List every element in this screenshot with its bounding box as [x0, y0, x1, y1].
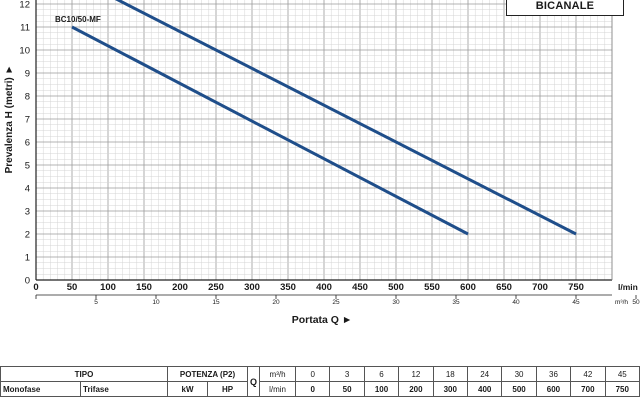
- x-tick-label: 500: [388, 282, 404, 293]
- m3h-1: 3: [329, 366, 365, 382]
- x-tick-label: 300: [244, 282, 260, 293]
- lmin-5: 400: [466, 381, 503, 397]
- m3h-tick-label: 20: [272, 299, 280, 306]
- m3h-6: 30: [501, 366, 537, 382]
- table-row-header: TIPO POTENZA (P2) Q m³/h 0 3 6 12 18 24 …: [0, 366, 640, 397]
- y-tick-label: 1: [25, 253, 30, 264]
- x-tick-label: 0: [33, 282, 38, 293]
- series-label-1: BC10/50-MF: [55, 15, 101, 24]
- y-tick-label: 12: [19, 0, 30, 11]
- m3h-0: 0: [295, 366, 331, 382]
- lmin-7: 600: [535, 381, 572, 397]
- x-unit-lmin: l/min: [618, 282, 638, 292]
- y-tick-label: 3: [25, 207, 30, 218]
- x-tick-label: 700: [532, 282, 548, 293]
- lmin-6: 500: [501, 381, 537, 397]
- y-tick-label: 9: [25, 69, 30, 80]
- hp-header: HP: [207, 381, 249, 397]
- x-tick-label: 450: [352, 282, 368, 293]
- unit-lmin: l/min: [259, 381, 297, 397]
- m3h-9: 45: [604, 366, 640, 382]
- lmin-3: 200: [398, 381, 434, 397]
- m3h-tick-label: 15: [212, 299, 220, 306]
- x-tick-label: 150: [136, 282, 152, 293]
- y-tick-label: 8: [25, 92, 30, 103]
- potenza-header: POTENZA (P2): [167, 366, 249, 382]
- chart-series: [71, 0, 577, 236]
- lmin-1: 50: [329, 381, 365, 397]
- y-tick-label: 11: [20, 23, 30, 34]
- x-axis-title: Portata Q ►: [292, 314, 353, 326]
- x-tick-label: 600: [460, 282, 476, 293]
- lmin-4: 300: [432, 381, 468, 397]
- trifase-header: Trifase: [79, 381, 169, 397]
- m3h-tick-label: 40: [512, 299, 520, 306]
- y-tick-label: 10: [19, 46, 30, 57]
- m3h-tick-label: 45: [572, 299, 580, 306]
- monofase-header: Monofase: [0, 381, 81, 397]
- lmin-2: 100: [363, 381, 400, 397]
- chart-grid: [35, 0, 613, 281]
- y-tick-label: 6: [25, 138, 30, 149]
- x-tick-label: 400: [316, 282, 332, 293]
- lmin-8: 700: [570, 381, 606, 397]
- x-tick-label: 350: [280, 282, 296, 293]
- y-axis-title: Prevalenza H (metri) ►: [4, 65, 15, 174]
- x-tick-label: 200: [172, 282, 188, 293]
- m3h-tick-label: 25: [332, 299, 340, 306]
- table-row-subheader: Monofase Trifase kW HP l/min 0 50 100 20…: [0, 381, 640, 397]
- chart-axes: [35, 0, 637, 299]
- y-tick-label: 7: [25, 115, 30, 126]
- series-line-1: [71, 25, 469, 236]
- x-tick-label: 750: [568, 282, 584, 293]
- x-tick-label: 550: [424, 282, 440, 293]
- m3h-tick-label: 30: [392, 299, 400, 306]
- y-tick-label: 0: [25, 276, 30, 287]
- m3h-4: 18: [432, 366, 468, 382]
- m3h-5: 24: [466, 366, 503, 382]
- x-tick-label: 50: [67, 282, 78, 293]
- y-tick-label: 2: [25, 230, 30, 241]
- m3h-2: 6: [363, 366, 400, 382]
- unit-m3h: m³/h: [259, 366, 297, 382]
- tipo-header: TIPO: [0, 366, 169, 382]
- lmin-9: 750: [604, 381, 640, 397]
- m3h-tick-label: 35: [452, 299, 460, 306]
- m3h-tick-label: 10: [152, 299, 160, 306]
- x-unit-m3h: m³/h: [615, 299, 628, 306]
- kw-header: kW: [167, 381, 209, 397]
- m3h-7: 36: [535, 366, 572, 382]
- x-tick-label: 650: [496, 282, 512, 293]
- m3h-tick-label: 5: [94, 299, 98, 306]
- m3h-tick-label: 50: [632, 299, 640, 306]
- x-tick-label: 250: [208, 282, 224, 293]
- y-tick-label: 4: [25, 184, 30, 195]
- x-tick-label: 100: [100, 282, 116, 293]
- spec-table: TIPO POTENZA (P2) Q m³/h 0 3 6 12 18 24 …: [0, 366, 640, 397]
- category-badge: BICANALE: [506, 0, 624, 16]
- lmin-0: 0: [295, 381, 331, 397]
- q-label: Q: [247, 366, 261, 397]
- m3h-8: 42: [570, 366, 606, 382]
- series-line-2: [114, 0, 577, 236]
- y-tick-label: 5: [25, 161, 30, 172]
- m3h-3: 12: [398, 366, 434, 382]
